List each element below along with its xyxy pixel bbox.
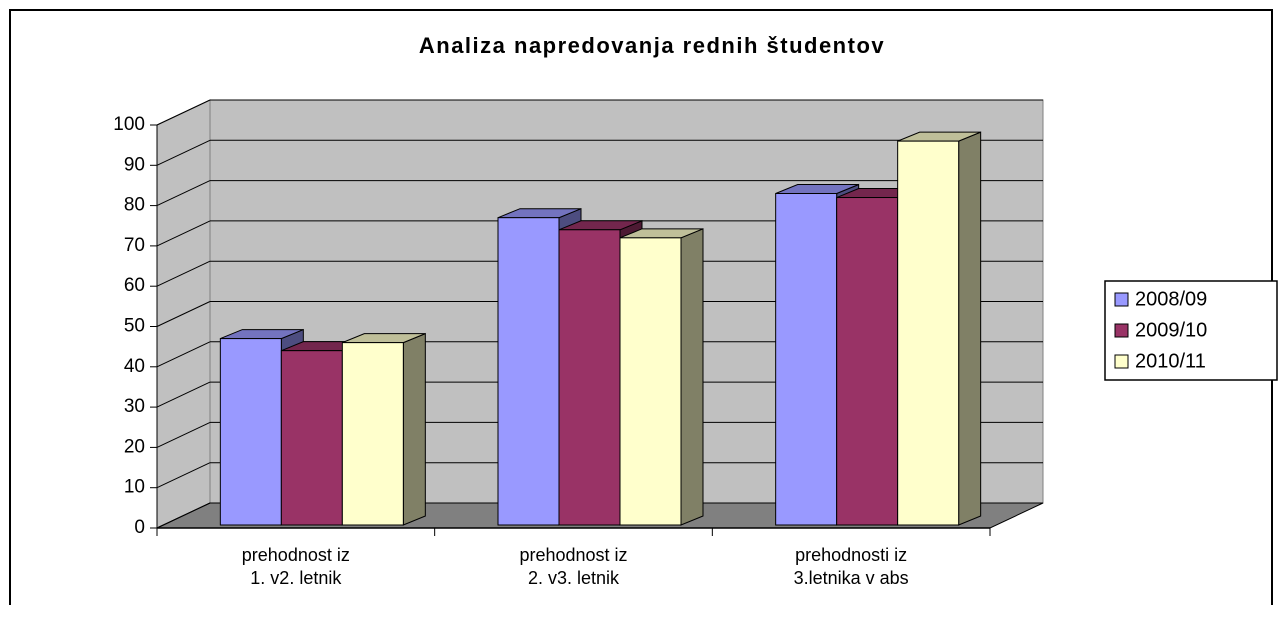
grid-line xyxy=(156,462,211,489)
y-tick-label: 20 xyxy=(124,436,145,457)
bar xyxy=(836,197,899,526)
legend-swatch xyxy=(1114,292,1129,307)
grid-line xyxy=(156,381,211,408)
bar xyxy=(558,229,621,526)
y-tick-label: 30 xyxy=(124,396,145,417)
bar xyxy=(897,140,960,526)
grid-line xyxy=(156,260,211,287)
y-tick-label: 80 xyxy=(124,195,145,216)
grid-line xyxy=(156,99,211,126)
grid-line xyxy=(156,139,211,166)
y-tick-label: 70 xyxy=(124,235,145,256)
bar xyxy=(497,217,560,526)
legend-box xyxy=(1104,280,1278,381)
bar xyxy=(341,342,404,526)
grid-line xyxy=(156,180,211,207)
y-tick-label: 10 xyxy=(124,477,145,498)
legend-label: 2009/10 xyxy=(1135,319,1207,341)
y-tick-label: 50 xyxy=(124,316,145,337)
legend-swatch xyxy=(1114,323,1129,338)
grid-line xyxy=(156,341,211,368)
legend-label: 2010/11 xyxy=(1135,350,1206,372)
y-tick-label: 100 xyxy=(113,114,145,135)
x-tick-label: prehodnost iz 2. v3. letnik xyxy=(519,545,628,588)
x-tick-label: prehodnost iz 1. v2. letnik xyxy=(241,545,350,588)
bar-side xyxy=(680,228,704,526)
x-tick-label: prehodnosti iz 3.letnika v abs xyxy=(793,545,909,588)
y-tick-label: 60 xyxy=(124,275,145,296)
legend-swatch xyxy=(1114,354,1129,369)
bar xyxy=(219,338,282,526)
grid-line xyxy=(156,421,211,448)
bar xyxy=(280,350,343,526)
chart-title: Analiza napredovanja rednih študentov xyxy=(419,33,885,58)
bar xyxy=(775,193,838,526)
grid-line xyxy=(156,301,211,327)
y-tick-label: 40 xyxy=(124,356,145,377)
y-tick-label: 0 xyxy=(134,517,145,538)
legend-label: 2008/09 xyxy=(1135,288,1207,310)
bar xyxy=(619,237,682,526)
bar-side xyxy=(402,332,426,526)
grid-line xyxy=(156,502,211,529)
grid-line xyxy=(156,220,211,247)
y-tick-label: 90 xyxy=(124,154,145,175)
bar-side xyxy=(958,131,982,526)
